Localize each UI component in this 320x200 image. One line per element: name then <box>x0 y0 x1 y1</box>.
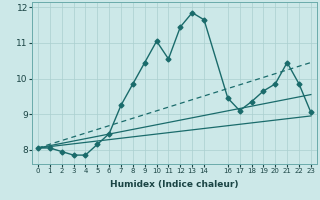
X-axis label: Humidex (Indice chaleur): Humidex (Indice chaleur) <box>110 180 239 189</box>
